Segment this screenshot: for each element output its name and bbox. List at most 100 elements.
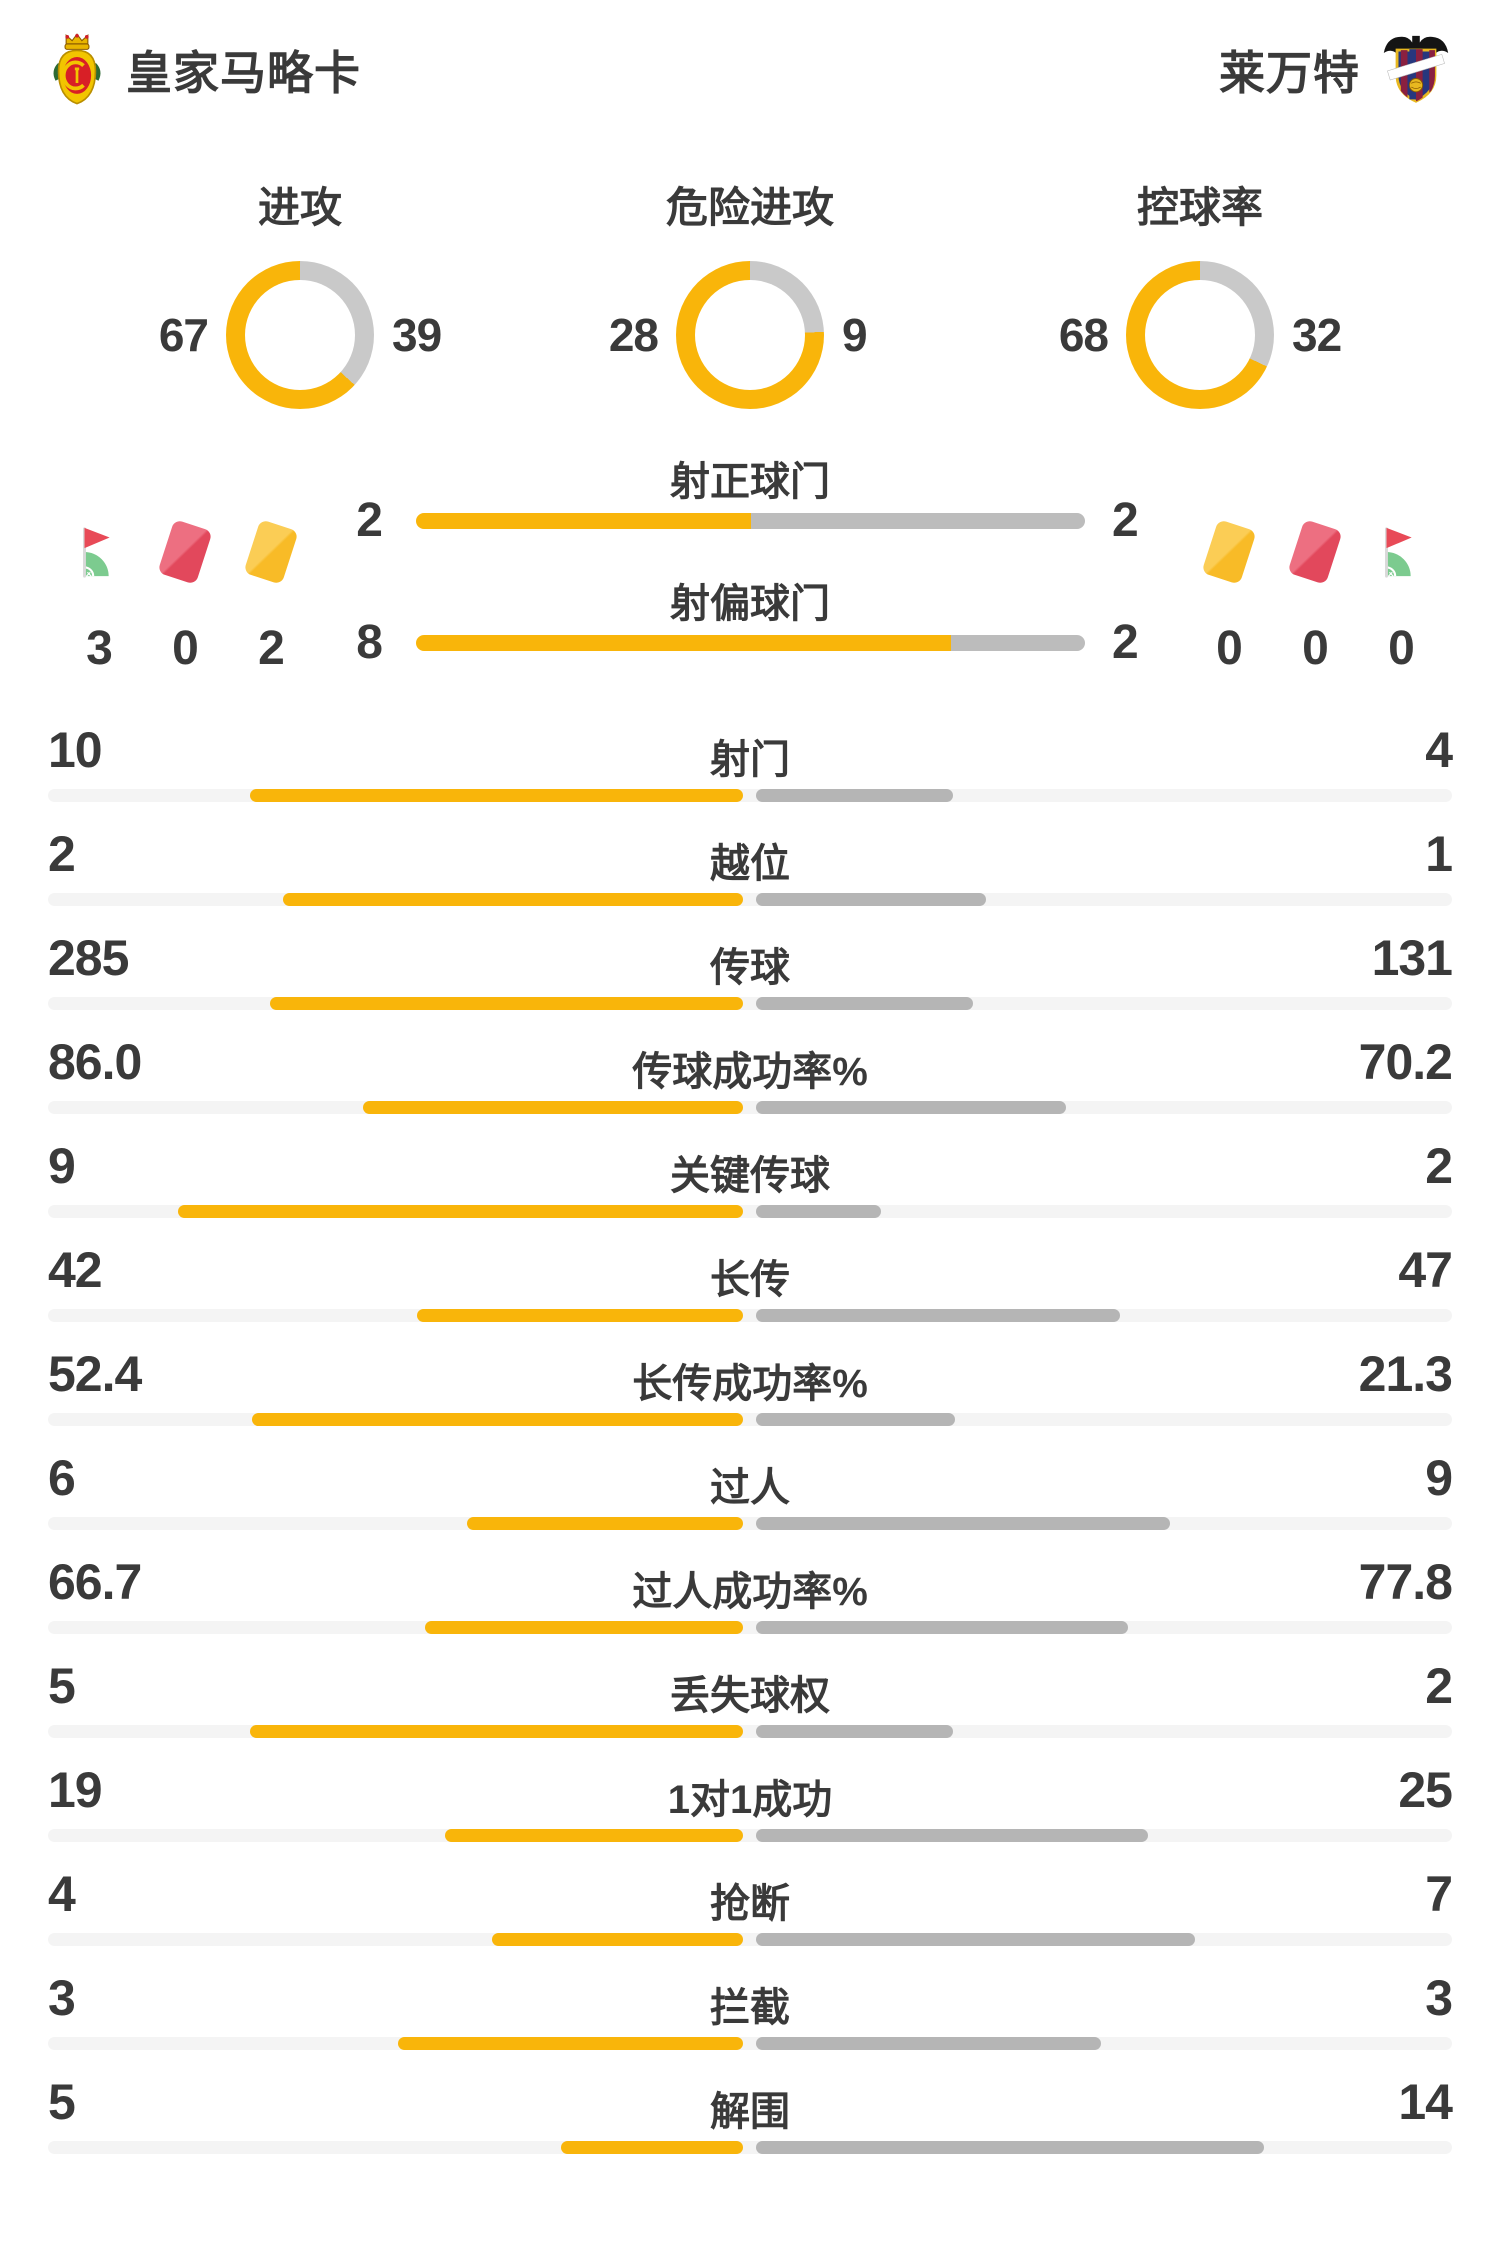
red-card-icon [1272, 509, 1358, 595]
yellow-card-icon [1186, 509, 1272, 595]
stat-label: 丢失球权 [670, 1674, 830, 1718]
stat-row: 长传成功率% 52.4 21.3 [0, 1341, 1500, 1445]
donut-home-value: 67 [158, 309, 209, 361]
stat-home-value: 52.4 [48, 1346, 142, 1402]
stat-label: 长传成功率% [632, 1362, 868, 1406]
stat-bar [48, 1829, 1452, 1842]
stat-home-value: 3 [48, 1970, 76, 2026]
shots-off-away-value: 2 [1112, 616, 1139, 669]
stat-home-value: 9 [48, 1138, 76, 1194]
away-bar-segment [756, 2037, 1101, 2050]
stat-bar [48, 1933, 1452, 1946]
stat-label: 关键传球 [670, 1154, 830, 1198]
home-discipline-counts: 3 0 2 [56, 615, 314, 681]
stat-row: 1对1成功 19 25 [0, 1757, 1500, 1861]
stat-row: 传球成功率% 86.0 70.2 [0, 1029, 1500, 1133]
stat-bar [48, 1101, 1452, 1114]
away-bar-segment [756, 1621, 1128, 1634]
away-bar-segment [756, 893, 986, 906]
stat-away-value: 3 [1425, 1970, 1453, 2026]
shots-off-target-label: 射偏球门 [670, 582, 830, 626]
stat-away-value: 77.8 [1358, 1554, 1453, 1610]
donut-label: 进攻 [257, 184, 342, 231]
stat-home-value: 86.0 [48, 1034, 142, 1090]
stat-home-value: 6 [48, 1450, 76, 1506]
away-team-header[interactable]: 莱万特 [1219, 30, 1452, 110]
away-bar-segment [756, 2141, 1264, 2154]
away-bar-segment [756, 1725, 953, 1738]
donut-ring [1126, 261, 1274, 409]
donut-chart: 控球率 68 32 [975, 174, 1425, 409]
stat-row: 过人 6 9 [0, 1445, 1500, 1549]
shots-on-target-label: 射正球门 [670, 460, 830, 504]
stat-away-value: 7 [1425, 1866, 1453, 1922]
stat-row: 拦截 3 3 [0, 1965, 1500, 2069]
stat-row: 关键传球 9 2 [0, 1133, 1500, 1237]
donut-label: 危险进攻 [665, 184, 834, 231]
away-bar-segment [751, 513, 1085, 529]
stat-away-value: 9 [1425, 1450, 1453, 1506]
away-red-cards-count: 0 [1302, 621, 1329, 675]
corner-flag-icon [1358, 509, 1444, 595]
stat-away-value: 2 [1425, 1658, 1453, 1714]
stat-away-value: 131 [1371, 930, 1453, 986]
home-bar-segment [561, 2141, 743, 2154]
stat-home-value: 5 [48, 2074, 76, 2130]
donut-home-value: 68 [1058, 309, 1109, 361]
stat-bar [48, 1517, 1452, 1530]
stat-bar [48, 1413, 1452, 1426]
away-bar-segment [756, 789, 953, 802]
stat-bar [48, 1725, 1452, 1738]
stat-away-value: 70.2 [1358, 1034, 1453, 1090]
stat-away-value: 1 [1425, 826, 1453, 882]
away-discipline-counts: 0 0 0 [1186, 615, 1444, 681]
home-bar-segment [398, 2037, 743, 2050]
stat-bar [48, 893, 1452, 906]
shots-section: 射正球门 射偏球门 2 2 [0, 449, 1500, 705]
stat-label: 越位 [710, 842, 790, 886]
stat-home-value: 2 [48, 826, 76, 882]
donut-home-value: 28 [608, 309, 659, 361]
stat-label: 传球 [710, 946, 790, 990]
away-corners-count: 0 [1388, 621, 1415, 675]
stat-label: 射门 [710, 738, 790, 782]
stat-row: 射门 10 4 [0, 717, 1500, 821]
home-bar-segment [252, 1413, 743, 1426]
stat-home-value: 4 [48, 1866, 76, 1922]
away-yellow-cards-count: 0 [1216, 621, 1243, 675]
stat-home-value: 66.7 [48, 1554, 142, 1610]
home-discipline-icons [56, 509, 314, 595]
stat-away-value: 21.3 [1358, 1346, 1453, 1402]
stat-home-value: 10 [48, 722, 103, 778]
stat-bar [48, 2141, 1452, 2154]
home-team-header[interactable]: 皇家马略卡 [48, 32, 361, 108]
stat-home-value: 285 [48, 930, 129, 986]
stat-away-value: 14 [1398, 2074, 1453, 2130]
stat-away-value: 25 [1398, 1762, 1453, 1818]
home-bar-segment [467, 1517, 743, 1530]
stat-row: 丢失球权 5 2 [0, 1653, 1500, 1757]
shots-off-target-bar [416, 635, 1085, 651]
stat-row: 传球 285 131 [0, 925, 1500, 1029]
donut-ring [676, 261, 824, 409]
stat-label: 过人 [710, 1466, 790, 1510]
away-bar-segment [756, 1309, 1120, 1322]
stat-label: 抢断 [710, 1882, 790, 1926]
stat-label: 过人成功率% [632, 1570, 868, 1614]
stat-bar [48, 2037, 1452, 2050]
home-bar-segment [416, 635, 951, 651]
stat-label: 拦截 [710, 1986, 790, 2030]
away-bar-segment [951, 635, 1085, 651]
away-bar-segment [756, 1413, 955, 1426]
corner-flag-icon [56, 509, 142, 595]
home-team-crest [53, 33, 101, 105]
stat-label: 传球成功率% [632, 1050, 868, 1094]
away-team-crest [1383, 35, 1449, 103]
away-bar-segment [756, 1205, 881, 1218]
stat-home-value: 5 [48, 1658, 76, 1714]
shots-off-home-value: 8 [356, 616, 383, 669]
stat-away-value: 2 [1425, 1138, 1453, 1194]
stat-bar [48, 789, 1452, 802]
home-bar-segment [417, 1309, 743, 1322]
